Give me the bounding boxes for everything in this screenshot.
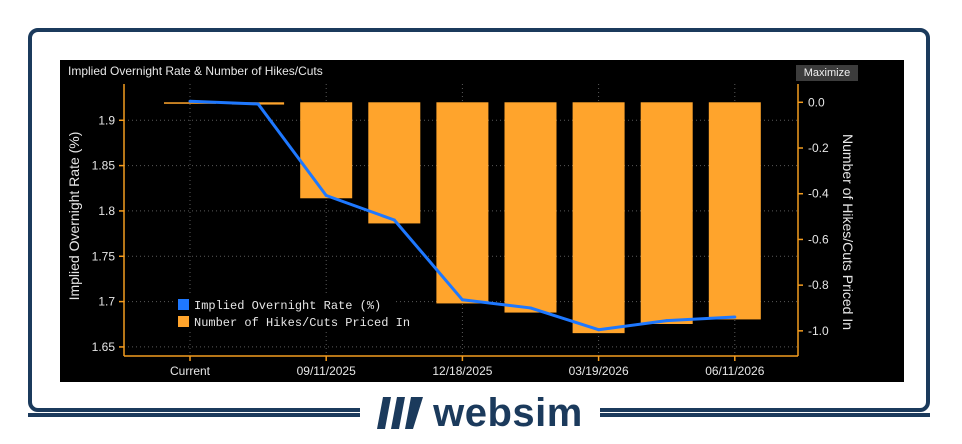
left-tick-label: 1.8 xyxy=(98,204,115,218)
left-tick-label: 1.9 xyxy=(98,113,115,127)
right-tick-label: -0.8 xyxy=(808,278,829,292)
left-tick-label: 1.85 xyxy=(92,159,116,173)
right-axis-label: Number of Hikes/Cuts Priced In xyxy=(840,134,856,330)
line-point xyxy=(324,194,328,198)
left-tick-label: 1.75 xyxy=(92,249,116,263)
line-point xyxy=(188,99,192,103)
left-tick-label: 1.65 xyxy=(92,340,116,354)
brand-name: websim xyxy=(433,390,583,435)
bar xyxy=(572,102,625,334)
bar xyxy=(300,102,353,199)
x-tick-label: 12/18/2025 xyxy=(432,364,492,378)
line-point xyxy=(597,328,601,332)
left-axis-label: Implied Overnight Rate (%) xyxy=(66,132,82,301)
x-tick-label: Current xyxy=(170,364,211,378)
brand-footer: websim xyxy=(0,388,962,438)
legend-swatch-line xyxy=(178,299,189,310)
bar xyxy=(504,102,557,313)
line-point xyxy=(256,102,260,106)
websim-logo-icon xyxy=(377,397,424,429)
right-tick-label: -0.2 xyxy=(808,141,829,155)
right-tick-label: -1.0 xyxy=(808,324,829,338)
right-tick-label: -0.6 xyxy=(808,232,829,246)
line-point xyxy=(460,298,464,302)
bar xyxy=(708,102,761,320)
right-tick-label: 0.0 xyxy=(808,95,825,109)
line-point xyxy=(733,315,737,319)
bar xyxy=(640,102,693,325)
bar xyxy=(368,102,421,224)
divider-left xyxy=(28,413,368,417)
legend-label-line: Implied Overnight Rate (%) xyxy=(194,299,381,313)
legend-box xyxy=(174,295,396,331)
bar-series xyxy=(164,102,761,334)
left-tick-label: 1.7 xyxy=(98,295,115,309)
line-point xyxy=(529,306,532,310)
x-tick-label: 03/19/2026 xyxy=(569,364,629,378)
bar xyxy=(436,102,489,304)
right-tick-label: -0.4 xyxy=(808,187,829,201)
line-point xyxy=(665,319,669,323)
line-point xyxy=(392,218,396,222)
x-tick-label: 06/11/2026 xyxy=(705,364,764,378)
bar xyxy=(164,102,216,104)
line-series xyxy=(188,99,737,332)
panel-title: Implied Overnight Rate & Number of Hikes… xyxy=(68,64,323,78)
legend-label-bar: Number of Hikes/Cuts Priced In xyxy=(194,316,410,330)
axes: 1.65 1.7 1.75 1.8 1.85 1.9 Implied Overnight R… xyxy=(66,84,856,378)
x-tick-label: 09/11/2025 xyxy=(297,364,356,378)
maximize-button[interactable]: Maximize xyxy=(796,65,858,81)
legend: Implied Overnight Rate (%) Number of Hik… xyxy=(174,295,410,331)
brand-logo: websim xyxy=(360,388,600,438)
divider-right xyxy=(594,413,930,417)
legend-swatch-bar xyxy=(178,316,189,327)
